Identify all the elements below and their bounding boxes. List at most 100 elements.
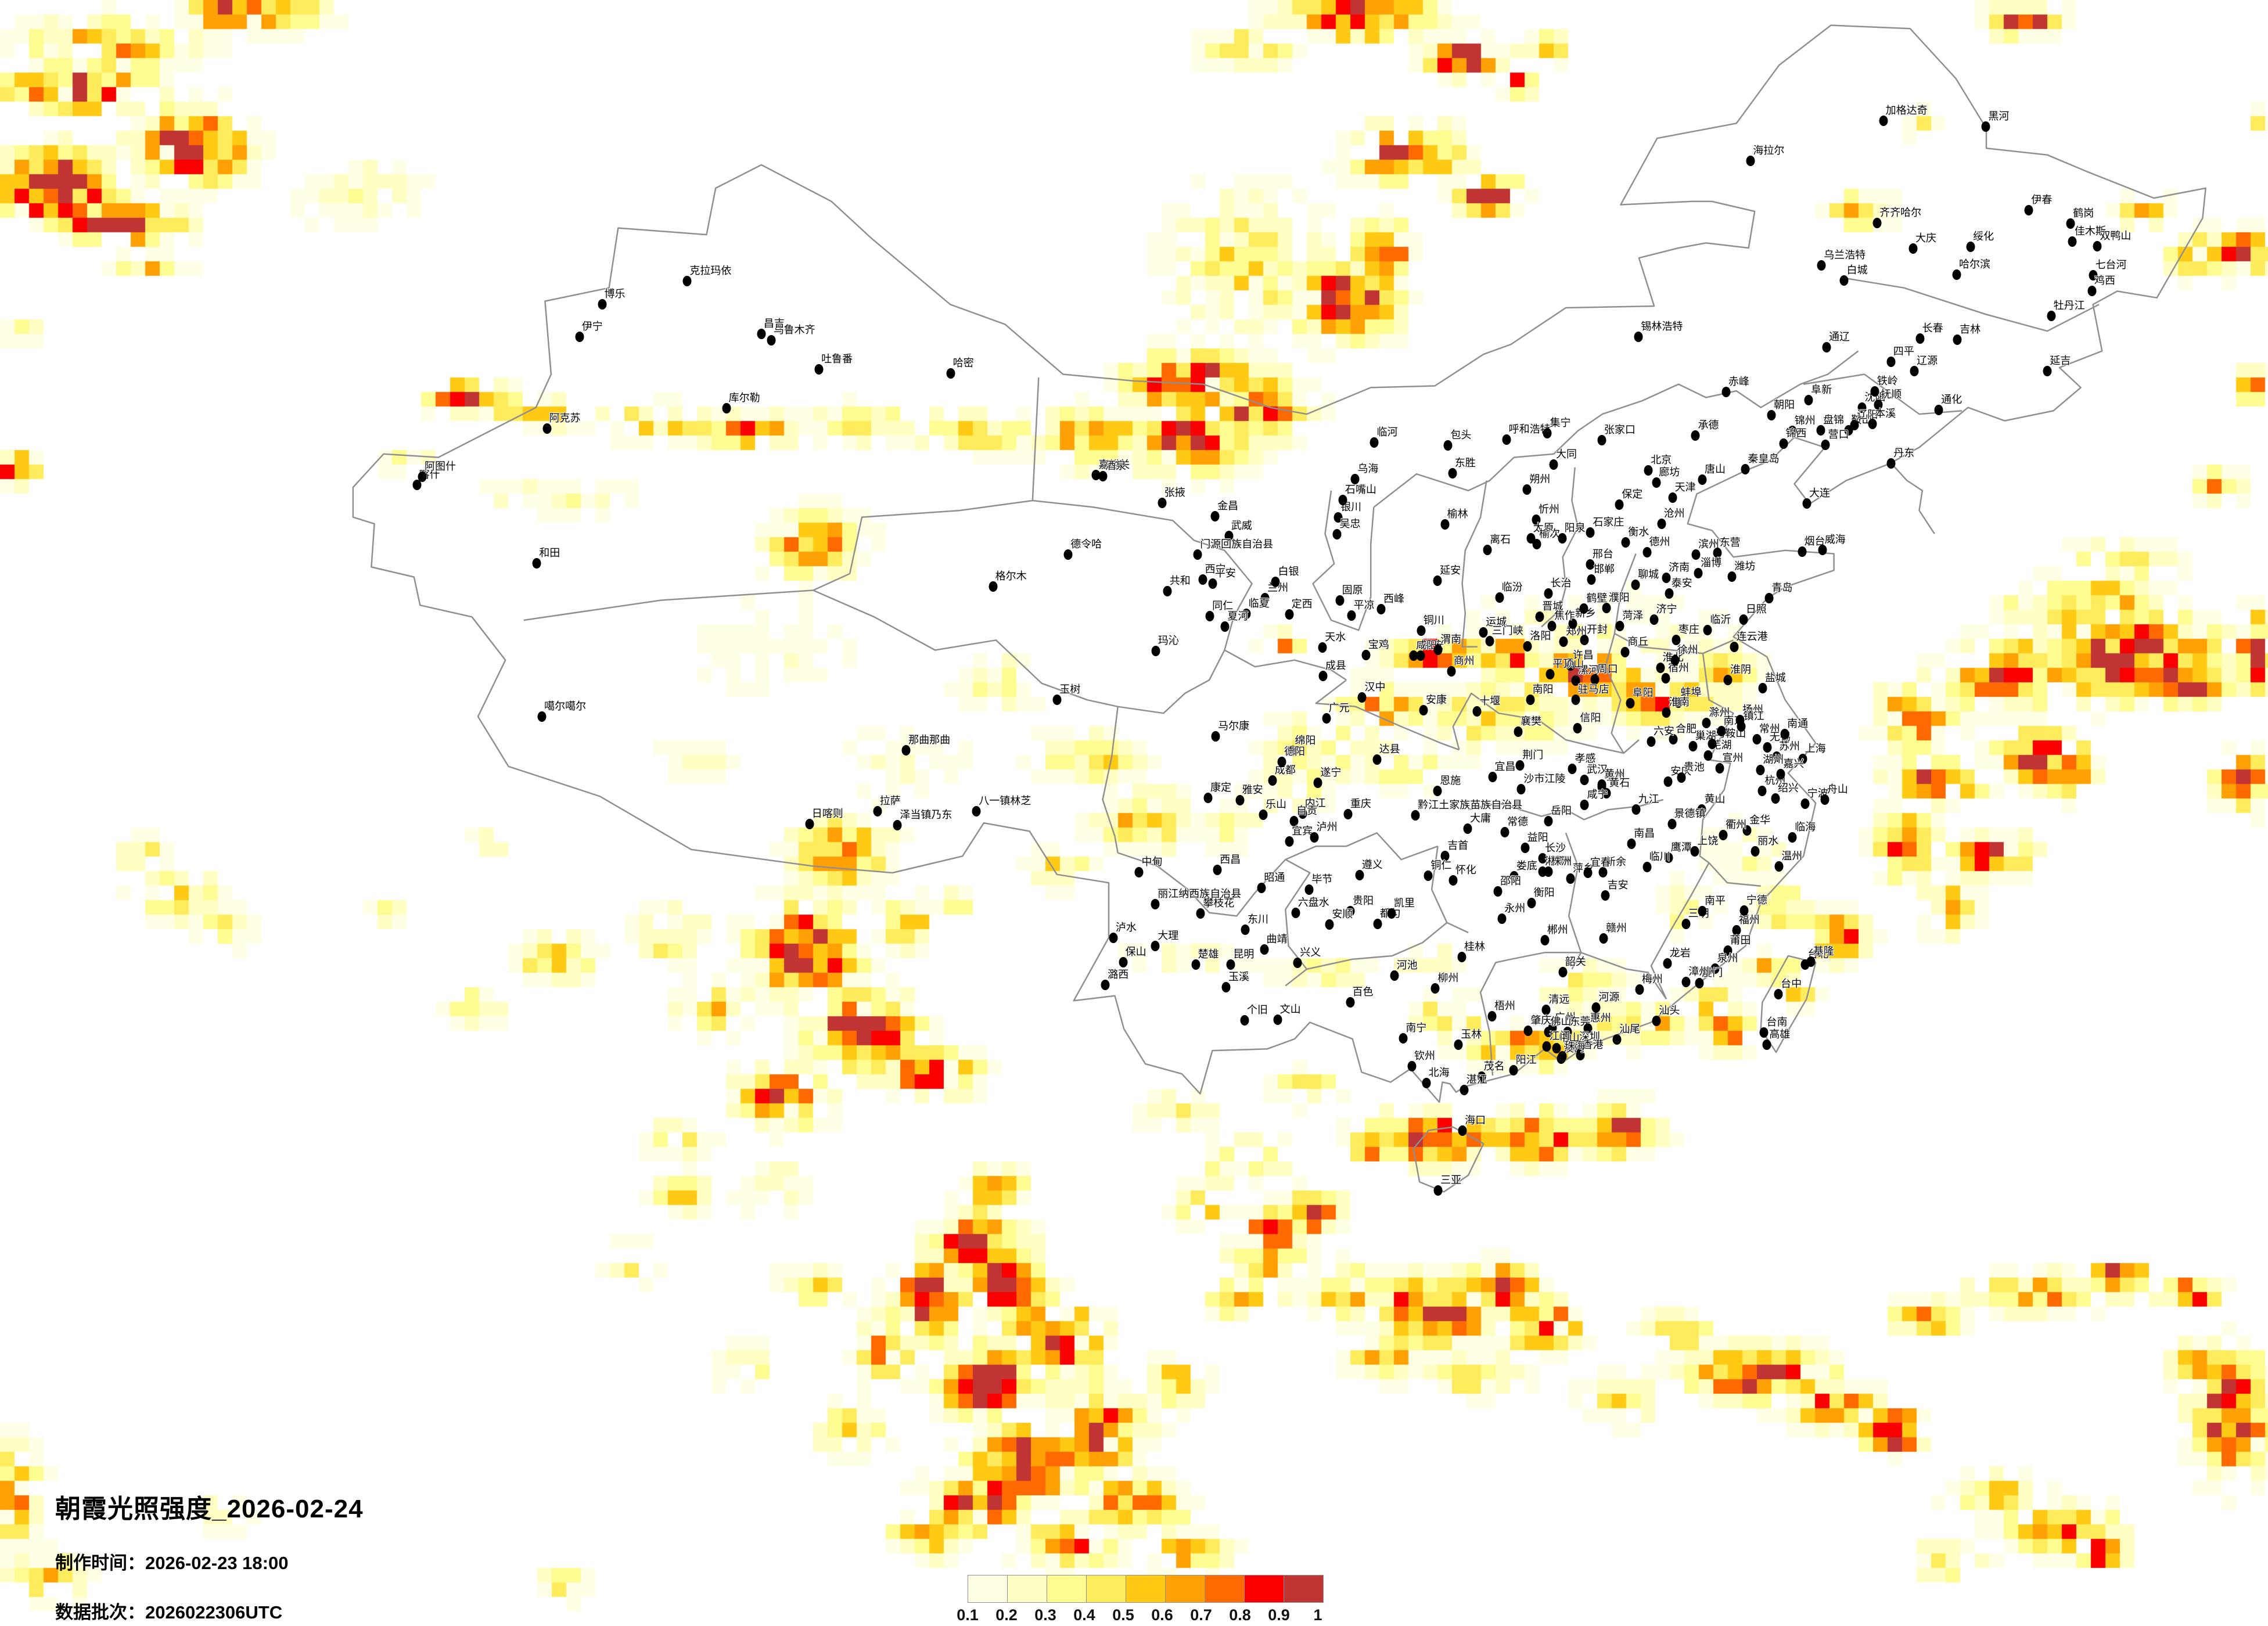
city-label: 吉安 bbox=[1607, 879, 1629, 891]
city-marker bbox=[1549, 459, 1558, 470]
city-marker bbox=[1271, 577, 1280, 588]
city-marker bbox=[1291, 908, 1300, 919]
city-marker bbox=[1355, 869, 1364, 880]
city-marker bbox=[1350, 473, 1360, 484]
city-label: 哈尔滨 bbox=[1959, 258, 1991, 270]
city-marker bbox=[1293, 958, 1302, 969]
city-marker bbox=[1472, 706, 1482, 717]
city-label: 西昌 bbox=[1220, 853, 1241, 865]
city-marker bbox=[1091, 469, 1101, 480]
city-marker bbox=[1615, 620, 1624, 631]
caption-block: 朝霞光照强度_2026-02-24 制作时间：2026-02-23 18:00 … bbox=[55, 1488, 364, 1624]
city-label: 大庸 bbox=[1470, 812, 1491, 824]
city-label: 长沙 bbox=[1545, 842, 1566, 854]
city-marker bbox=[1289, 816, 1299, 827]
city-marker bbox=[2093, 241, 2102, 252]
legend-tick-label: 0.5 bbox=[1112, 1606, 1134, 1624]
city-label: 天津 bbox=[1674, 481, 1696, 494]
city-label: 基隆 bbox=[1813, 945, 1834, 957]
city-label: 自贡 bbox=[1296, 805, 1317, 817]
city-marker bbox=[1587, 574, 1596, 585]
city-label: 周口 bbox=[1597, 663, 1618, 675]
city-label: 克拉玛依 bbox=[689, 265, 732, 277]
city-label: 宜昌 bbox=[1494, 760, 1516, 772]
city-marker bbox=[1771, 793, 1780, 804]
city-label: 康定 bbox=[1210, 782, 1232, 794]
city-label: 伊春 bbox=[2031, 194, 2053, 206]
city-label: 齐齐哈尔 bbox=[1879, 207, 1922, 219]
city-marker bbox=[1727, 571, 1737, 582]
city-marker bbox=[1541, 1004, 1551, 1015]
city-label: 广州 bbox=[1554, 1012, 1576, 1024]
city-label: 合肥 bbox=[1676, 722, 1697, 735]
city-label: 海拉尔 bbox=[1753, 145, 1785, 157]
city-label: 怀化 bbox=[1455, 864, 1476, 876]
city-label: 西宁 bbox=[1205, 563, 1226, 575]
city-marker bbox=[1566, 873, 1575, 884]
city-label: 鸡西 bbox=[2094, 275, 2115, 287]
city-label: 天水 bbox=[1325, 631, 1346, 643]
city-label: 辽源 bbox=[1917, 354, 1938, 366]
city-marker bbox=[1697, 804, 1706, 815]
city-marker bbox=[1407, 1061, 1417, 1072]
city-label: 黄州 bbox=[1604, 768, 1625, 780]
city-label: 深圳 bbox=[1579, 1031, 1600, 1043]
city-marker bbox=[1591, 1002, 1601, 1013]
city-label: 衡阳 bbox=[1533, 887, 1555, 899]
city-marker bbox=[1322, 713, 1331, 724]
city-marker bbox=[1151, 898, 1160, 909]
city-marker bbox=[537, 711, 547, 722]
city-marker bbox=[1211, 731, 1220, 742]
city-label: 秦皇岛 bbox=[1748, 453, 1780, 465]
city-label: 包头 bbox=[1450, 429, 1472, 441]
city-marker bbox=[1335, 595, 1345, 606]
city-marker bbox=[1399, 1033, 1408, 1044]
city-label: 平凉 bbox=[1353, 599, 1375, 611]
city-marker bbox=[1373, 919, 1382, 930]
city-marker bbox=[1325, 919, 1334, 930]
city-label: 丽水 bbox=[1757, 834, 1779, 847]
city-label: 孝感 bbox=[1575, 753, 1596, 765]
city-marker bbox=[1710, 963, 1719, 974]
city-marker bbox=[1580, 635, 1589, 646]
city-marker bbox=[1739, 905, 1749, 916]
city-label: 玉树 bbox=[1059, 684, 1081, 696]
city-label: 娄底 bbox=[1516, 859, 1537, 872]
city-label: 营口 bbox=[1828, 429, 1849, 441]
city-label: 赣州 bbox=[1606, 922, 1627, 934]
city-label: 台南 bbox=[1766, 1016, 1788, 1028]
city-label: 信阳 bbox=[1580, 711, 1601, 724]
city-label: 香港 bbox=[1582, 1038, 1604, 1051]
city-marker bbox=[1433, 785, 1442, 796]
city-label: 绥化 bbox=[1973, 231, 1994, 243]
city-label: 泽当镇乃东 bbox=[900, 808, 953, 821]
city-marker bbox=[1370, 437, 1379, 448]
city-label: 临沂 bbox=[1710, 614, 1731, 626]
city-label: 汉中 bbox=[1364, 681, 1386, 693]
city-marker bbox=[1601, 890, 1610, 901]
city-marker bbox=[1774, 861, 1784, 872]
city-label: 濮阳 bbox=[1608, 592, 1630, 604]
city-label: 文山 bbox=[1279, 1003, 1301, 1016]
city-label: 景德镇 bbox=[1674, 807, 1706, 819]
city-marker bbox=[1483, 544, 1492, 555]
city-marker bbox=[1635, 984, 1644, 995]
city-marker bbox=[1457, 951, 1467, 962]
city-marker bbox=[1454, 1039, 1463, 1050]
city-label: 潍坊 bbox=[1734, 560, 1756, 572]
city-marker bbox=[1822, 341, 1831, 352]
city-label: 朔州 bbox=[1529, 473, 1551, 485]
city-label: 郴州 bbox=[1547, 924, 1568, 936]
city-label: 泸水 bbox=[1115, 921, 1137, 933]
city-marker bbox=[1191, 959, 1201, 970]
city-label: 舟山 bbox=[1827, 783, 1848, 796]
city-marker bbox=[1872, 218, 1882, 229]
city-marker bbox=[2066, 218, 2075, 229]
city-marker bbox=[1203, 793, 1213, 804]
city-label: 佛山 bbox=[1550, 1015, 1572, 1027]
city-label: 淄博 bbox=[1701, 557, 1722, 569]
city-label: 嘉峪关 bbox=[1098, 458, 1130, 470]
city-label: 渭南 bbox=[1440, 634, 1462, 646]
city-marker bbox=[1723, 945, 1733, 956]
city-marker bbox=[1447, 665, 1456, 677]
